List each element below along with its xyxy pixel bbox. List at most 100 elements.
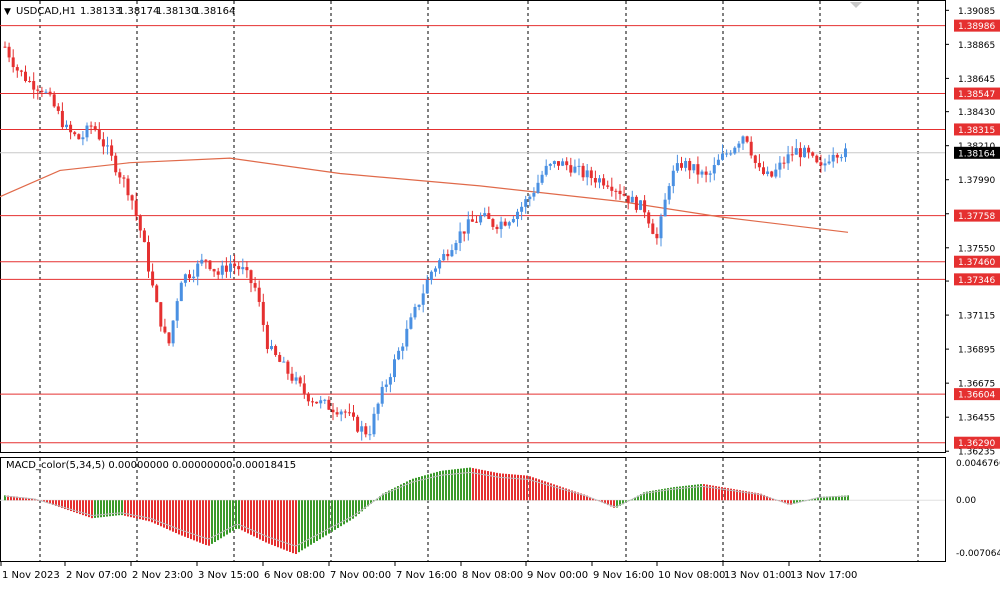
macd-histogram-bar xyxy=(394,487,396,501)
macd-histogram-bar xyxy=(397,486,399,501)
macd-histogram-bar xyxy=(142,500,144,520)
candle-bull xyxy=(831,154,835,162)
level-price-label: 1.38547 xyxy=(958,90,995,100)
candle-bear xyxy=(36,89,40,91)
level-price-tag xyxy=(954,255,1000,268)
macd-histogram-bar xyxy=(277,500,279,548)
candle-bull xyxy=(548,163,552,166)
candle-bull xyxy=(401,346,405,351)
candle-bear xyxy=(110,145,114,156)
candle-bear xyxy=(347,412,351,414)
time-axis-label: 9 Nov 00:00 xyxy=(527,570,588,581)
macd-histogram-bar xyxy=(424,475,426,501)
macd-histogram-bar xyxy=(364,500,366,509)
candle-bull xyxy=(429,271,433,280)
macd-histogram-bar xyxy=(442,470,444,501)
candle-bull xyxy=(639,200,642,210)
candle-bull xyxy=(524,199,528,207)
macd-histogram-bar xyxy=(610,500,612,507)
candle-bull xyxy=(552,161,556,164)
macd-histogram-bar xyxy=(109,500,111,517)
candle-bull xyxy=(405,328,409,347)
candle-bear xyxy=(28,81,32,83)
macd-histogram-bar xyxy=(325,500,327,536)
candle-bull xyxy=(229,263,232,272)
macd-histogram-bar xyxy=(580,493,582,501)
candle-bull xyxy=(294,377,298,381)
candle-bull xyxy=(282,361,286,363)
macd-histogram-bar xyxy=(583,494,585,501)
time-axis-label: 13 Nov 01:00 xyxy=(724,570,791,581)
time-axis-label: 2 Nov 07:00 xyxy=(66,570,127,581)
macd-histogram-bar xyxy=(43,500,45,502)
chart-shift-icon[interactable] xyxy=(850,2,862,8)
macd-histogram-bar xyxy=(310,500,312,545)
candle-bear xyxy=(622,194,626,196)
macd-histogram-bar xyxy=(358,500,360,514)
macd-histogram-bar xyxy=(457,468,459,501)
macd-histogram-bar xyxy=(139,500,141,520)
candle-bear xyxy=(331,409,335,413)
macd-histogram-bar xyxy=(433,472,435,501)
candle-bull xyxy=(454,242,458,251)
macd-histogram-bar xyxy=(436,471,438,501)
candle-bull xyxy=(368,434,372,436)
candle-bear xyxy=(126,178,130,196)
candle-bull xyxy=(409,317,413,329)
macd-histogram-bar xyxy=(211,500,213,544)
macd-histogram-bar xyxy=(448,469,450,501)
candle-bear xyxy=(142,230,146,243)
macd-histogram-bar xyxy=(238,500,240,529)
candle-bear xyxy=(261,301,265,325)
macd-histogram-bar xyxy=(307,500,309,547)
moving-average-line xyxy=(0,157,849,233)
macd-histogram-bar xyxy=(769,497,771,501)
candle-bear xyxy=(651,223,655,234)
macd-histogram-bar xyxy=(91,500,93,519)
macd-histogram-bar xyxy=(145,500,147,521)
macd-histogram-bar xyxy=(250,500,252,535)
macd-histogram-bar xyxy=(439,471,441,501)
candle-bull xyxy=(388,377,392,385)
macd-histogram-bar xyxy=(178,500,180,535)
ohlc-open: 1.38133 xyxy=(80,6,121,17)
macd-histogram-bar xyxy=(28,498,30,501)
macd-histogram-bar xyxy=(76,500,78,514)
level-price-tag xyxy=(954,273,1000,286)
macd-histogram-bar xyxy=(64,500,66,510)
macd-histogram-bar xyxy=(370,500,372,504)
candle-bear xyxy=(278,354,282,362)
symbol-dropdown-icon[interactable]: ▼ xyxy=(4,7,11,17)
candle-bear xyxy=(265,324,269,350)
macd-histogram-bar xyxy=(232,500,234,531)
macd-histogram-bar xyxy=(223,500,225,537)
candle-bull xyxy=(716,159,720,166)
macd-histogram-bar xyxy=(724,487,726,501)
macd-histogram-bar xyxy=(13,496,15,501)
macd-histogram-bar xyxy=(538,479,540,501)
candle-bull xyxy=(450,250,454,257)
macd-histogram-bar xyxy=(712,485,714,501)
macd-histogram-bar xyxy=(496,472,498,501)
price-axis-label: 1.36895 xyxy=(958,346,995,356)
macd-histogram-bar xyxy=(673,487,675,501)
macd-histogram-bar xyxy=(268,500,270,544)
macd-histogram-bar xyxy=(409,479,411,501)
candle-bull xyxy=(106,145,109,147)
macd-histogram-bar xyxy=(283,500,285,550)
candle-bull xyxy=(737,143,741,148)
candle-bear xyxy=(155,285,159,303)
macd-histogram-bar xyxy=(565,488,567,501)
candle-bear xyxy=(77,134,81,140)
macd-histogram-bar xyxy=(652,490,654,501)
candle-bear xyxy=(770,171,774,177)
macd-histogram-bar xyxy=(730,488,732,501)
candle-bear xyxy=(835,154,839,158)
candle-bear xyxy=(19,70,23,72)
macd-histogram-bar xyxy=(466,467,468,501)
candle-bull xyxy=(200,259,204,264)
candle-bull xyxy=(183,274,187,283)
time-axis-label: 7 Nov 16:00 xyxy=(396,570,457,581)
candle-bear xyxy=(52,94,56,107)
candle-bull xyxy=(413,306,417,318)
